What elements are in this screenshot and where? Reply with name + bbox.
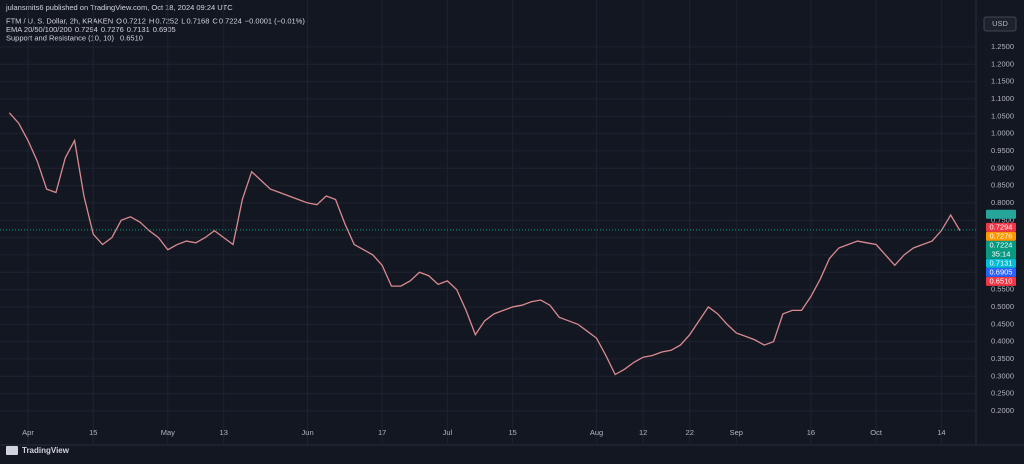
y-tick-label: 1.2500 [991,42,1014,51]
price-badge [986,258,1016,268]
x-tick-label: 14 [937,428,945,437]
y-tick-label: 0.2500 [991,389,1014,398]
price-badge [986,231,1016,241]
ohlc-value: 0.7224 [219,16,242,25]
x-tick-label: Jul [443,428,453,437]
sr-label: Support and Resistance (10, 10) [6,33,114,42]
x-tick-label: Jun [302,428,314,437]
x-tick-label: 13 [220,428,228,437]
price-badge-label: 0.7224 [990,241,1013,250]
y-tick-label: 1.1000 [991,94,1014,103]
y-tick-label: 0.5500 [991,285,1014,294]
x-tick-label: 22 [686,428,694,437]
price-badge-label: 0.7294 [990,223,1013,232]
ema-label: EMA 20/50/100/200 [6,25,72,34]
x-tick-label: 17 [378,428,386,437]
publisher: julansmits6 published on TradingView.com… [5,3,233,12]
y-tick-label: 0.3000 [991,371,1014,380]
price-badge [986,222,1016,232]
plot-area: 0.2000 0.2500 0.3000 0.3500 0.4000 0.4500 0.50… [0,0,1016,445]
price-badge [986,209,1016,219]
x-tick-label: May [161,428,175,437]
price-line [8,112,961,376]
x-tick-label: Aug [590,428,603,437]
currency-button[interactable] [983,16,1017,32]
y-tick-label: 0.4000 [991,337,1014,346]
price-badge-label: 0.6510 [990,277,1013,286]
countdown: 35:14 [992,249,1011,258]
ohlc-value: 0.7168 [186,16,209,25]
y-tick-label: 0.7500 [991,215,1014,224]
x-tick-label: Apr [22,428,34,437]
y-tick-label: 0.5000 [991,302,1014,311]
y-tick-label: 0.8500 [991,181,1014,190]
y-tick-label: 0.4500 [991,319,1014,328]
ema-value: 0.7276 [101,25,124,34]
legend: FTM / U. S. Dollar, 2h, KRAKEN O 0.7212 H 0.… [6,16,305,42]
brand-name: TradingView [22,446,70,455]
ohlc-key: O [116,16,122,25]
sr-value: 0.6510 [120,33,143,42]
y-tick-label: 1.0500 [991,111,1014,120]
y-tick-label: 0.3500 [991,354,1014,363]
price-badge [986,267,1016,277]
brand-logo [6,446,18,455]
x-tick-label: 16 [807,428,815,437]
y-tick-label: 1.2000 [991,59,1014,68]
ohlc-key: H [149,16,154,25]
x-tick-label: 12 [639,428,647,437]
price-badge [986,240,1016,259]
ohlc-key: C [212,16,218,25]
x-tick-label: Sep [730,428,743,437]
price-badge-label: 0.6905 [990,268,1013,277]
price-badge-label: 0.7131 [990,259,1013,268]
currency[interactable]: USD [992,19,1008,28]
y-tick-label: 0.8000 [991,198,1014,207]
y-tick-label: 1.1500 [991,77,1014,86]
ema-value: 0.6905 [153,25,176,34]
ohlc-value: 0.7212 [123,16,146,25]
brand: TradingView [6,446,70,455]
ohlc-value: 0.7252 [155,16,178,25]
ema-value: 0.7131 [127,25,150,34]
ohlc-key: L [181,16,185,25]
symbol: FTM / U. S. Dollar, 2h, KRAKEN [6,16,113,25]
x-tick-label: 15 [508,428,516,437]
x-tick-label: 15 [89,428,97,437]
ema-value: 0.7294 [75,25,98,34]
y-tick-label: 1.0000 [991,129,1014,138]
change: −0.0001 (−0.01%) [245,16,306,25]
y-tick-label: 0.9500 [991,146,1014,155]
price-badge [986,276,1016,286]
y-tick-label: 0.2000 [991,406,1014,415]
x-tick-label: Oct [870,428,883,437]
y-tick-label: 0.9000 [991,163,1014,172]
price-badge-label: 0.7276 [990,232,1013,241]
